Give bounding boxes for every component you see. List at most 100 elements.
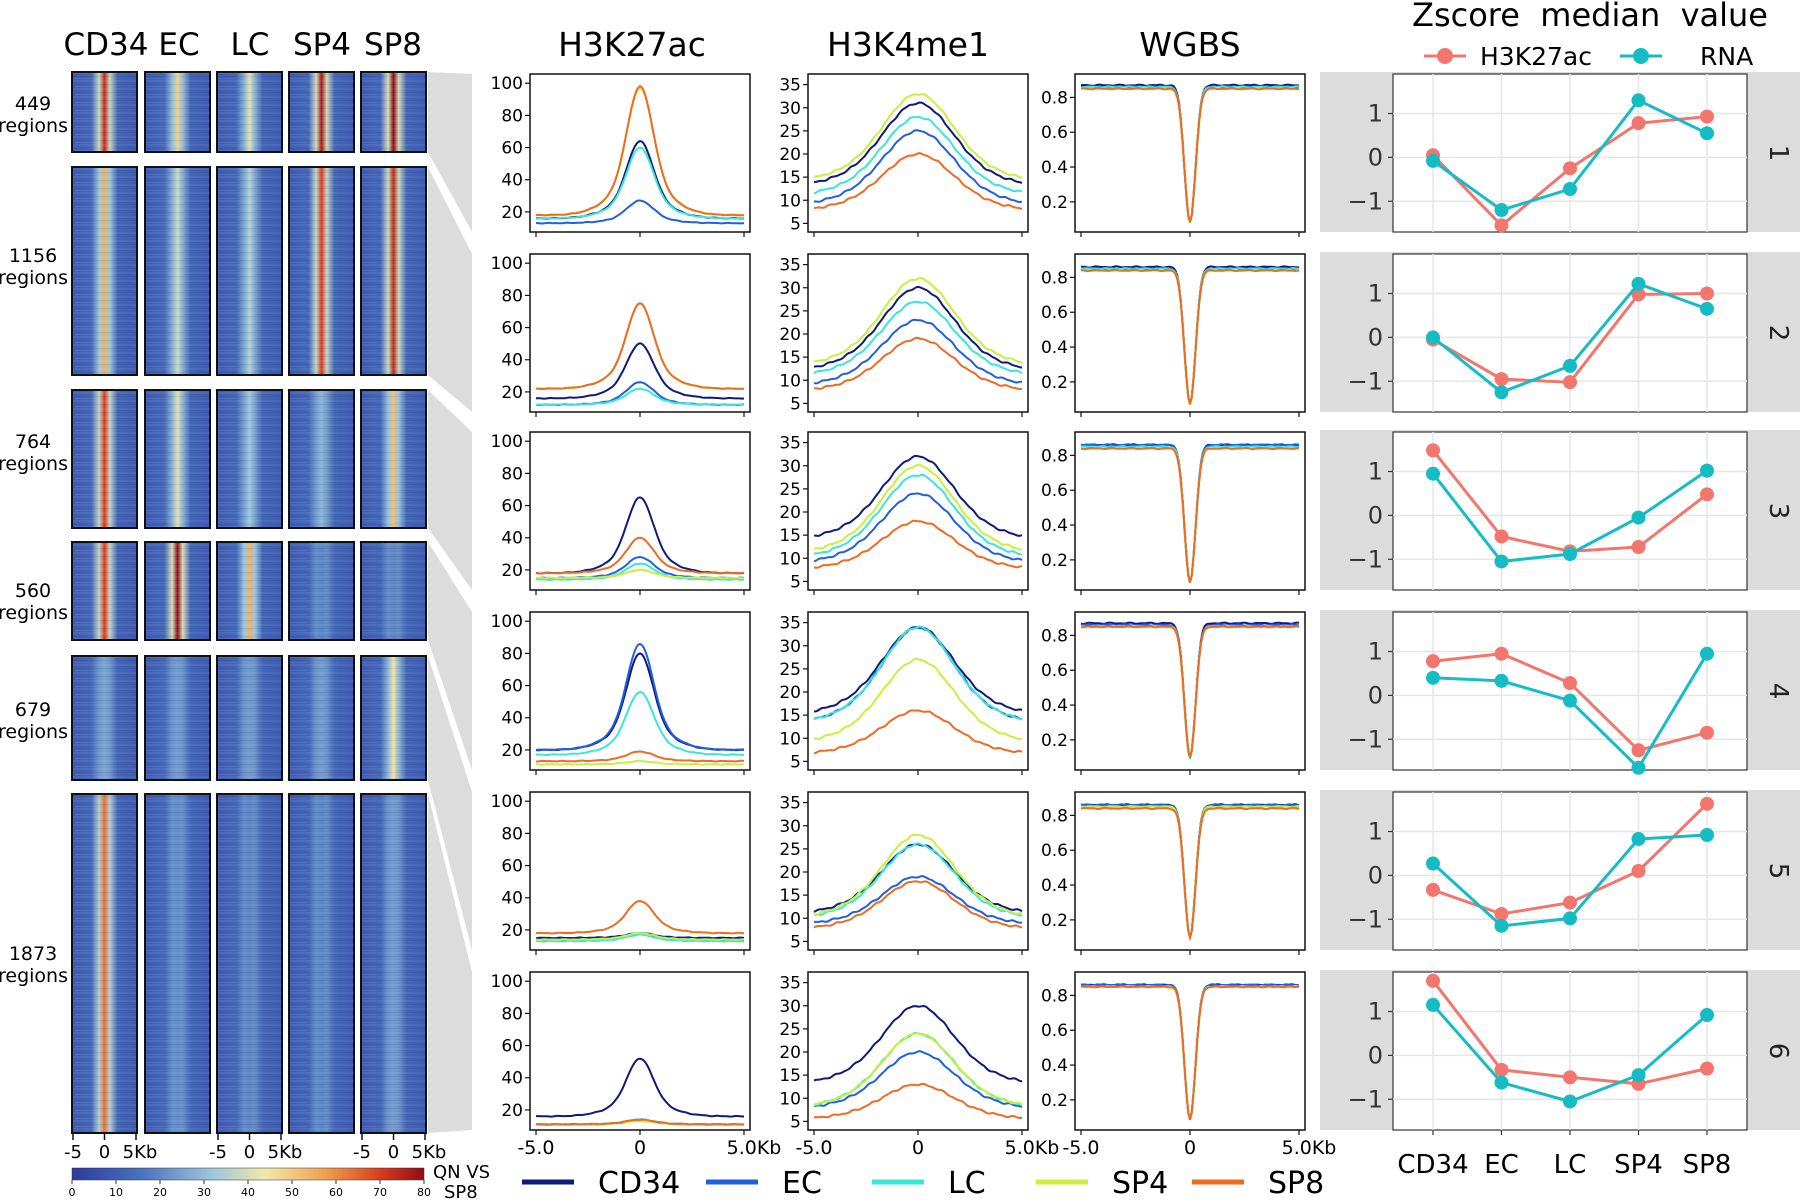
zscore-point-rna [1563, 358, 1577, 373]
heatmap-col-label-ec: EC [158, 27, 199, 63]
profile-y-tick-label: 10 [779, 549, 801, 569]
profile-y-tick-label: 0.4 [1041, 516, 1068, 536]
heatmap-cell-r3-lc [216, 389, 283, 529]
profile-frame [1074, 253, 1306, 413]
colorbar-label-line1: QN VS [433, 1162, 490, 1183]
heatmap-texture [72, 72, 137, 152]
profile-y-tick-label: 0.2 [1041, 551, 1068, 571]
heatmap-frame [71, 71, 138, 153]
profile-frame [807, 253, 1029, 413]
zscore-point-h3k27ac [1426, 973, 1440, 988]
legend-label: EC [782, 1166, 822, 1200]
profile-y-tick-label: 40 [501, 171, 523, 191]
profile-y-tick-label: 40 [501, 351, 523, 371]
zscore-point-h3k27ac [1494, 646, 1509, 661]
profile-line-ec [813, 1050, 1023, 1108]
heatmap-cell-r2-cd34 [71, 166, 138, 376]
zscore-point-rna [1494, 1075, 1509, 1090]
zscore-panel-label: 2 [1763, 325, 1793, 342]
profile-y-tick-label: 20 [779, 1043, 801, 1063]
zscore-point-h3k27ac [1563, 375, 1577, 390]
zscore-x-label-sp4: SP4 [1614, 1150, 1663, 1180]
zscore-point-h3k27ac [1494, 372, 1509, 387]
heatmap-cell-r6-sp4 [288, 793, 355, 1134]
profile-line-lc [536, 690, 745, 756]
zscore-point-h3k27ac [1631, 116, 1646, 131]
profile-frame [807, 431, 1029, 591]
profile-line-lc [536, 562, 745, 581]
profile-y-tick-label: 5 [790, 752, 801, 772]
heatmap-texture [289, 542, 354, 640]
zscore-point-h3k27ac [1426, 882, 1440, 897]
profile-line-sp4 [813, 1032, 1023, 1107]
profile-y-tick-label: 80 [501, 106, 523, 126]
colorbar-tick-label: 20 [153, 1186, 167, 1199]
profile-frame [1074, 73, 1306, 233]
zscore-y-tick-label: 1 [1368, 818, 1383, 846]
profile-y-tick-label: 60 [501, 857, 523, 877]
heatmap-texture [361, 656, 426, 780]
profile-line-sp4 [814, 657, 1023, 740]
heatmap-frame [216, 655, 283, 781]
zscore-point-h3k27ac [1631, 287, 1646, 302]
connector-wedge-4 [428, 542, 472, 770]
heatmap-row-count-5: 679 [15, 699, 51, 721]
heatmap-tick-label: -5 [64, 1142, 82, 1163]
heatmap-frame [144, 71, 211, 153]
zscore-panel-6: 1 0 −1 6 [1348, 971, 1793, 1131]
heatmap-tick-label: 5Kb [268, 1142, 303, 1163]
zscore-point-h3k27ac [1494, 218, 1509, 233]
heatmap-tick-label: -5 [209, 1142, 227, 1163]
profile-frame [529, 971, 751, 1131]
heatmap-texture [72, 794, 137, 1133]
h3k4me1-title: H3K4me1 [827, 25, 989, 64]
heatmap-texture [361, 542, 426, 640]
heatmap-frame [288, 71, 355, 153]
profile-y-tick-label: 0.6 [1041, 481, 1068, 501]
heatmap-texture [145, 542, 210, 640]
heatmap-row-count-3: 764 [15, 431, 51, 453]
heatmap-frame [144, 166, 211, 376]
heatmap-cell-r6-sp8 [360, 793, 427, 1134]
heatmap-cell-r1-ec [144, 71, 211, 153]
zscore-point-rna [1494, 918, 1509, 933]
zscore-y-tick-label: −1 [1348, 545, 1383, 573]
profile-panel-2-cluster-6: 5 10 15 20 25 30 35 -5.0 0 5.0Kb [779, 971, 1059, 1159]
heatmap-frame [144, 389, 211, 529]
heatmap-row-label-6: regions [0, 965, 68, 987]
zscore-panel-3: 1 0 −1 3 [1348, 431, 1793, 591]
profile-panel-2-cluster-5: 5 10 15 20 25 30 35 [779, 791, 1029, 955]
profile-y-tick-label: 30 [779, 457, 801, 477]
connector-wedge-6 [428, 794, 472, 1133]
heatmap-row-count-4: 560 [15, 580, 51, 602]
heatmap-texture [72, 167, 137, 375]
zscore-y-tick-label: 1 [1368, 998, 1383, 1026]
zscore-point-h3k27ac [1700, 1061, 1714, 1076]
profile-line-ec [813, 492, 1023, 563]
profile-panel-1-cluster-6: 20 40 60 80 100 -5.0 0 5.0Kb [491, 971, 781, 1159]
zscore-panel-4: 1 0 −1 4 [1348, 611, 1793, 775]
heatmap-cell-r4-cd34 [71, 541, 138, 641]
profile-y-tick-label: 35 [779, 76, 801, 96]
profile-x-tick-label: -5.0 [1062, 1137, 1099, 1159]
zscore-point-rna [1426, 997, 1440, 1012]
profile-panel-1-cluster-3: 20 40 60 80 100 [491, 431, 751, 595]
zscore-y-tick-label: −1 [1348, 1085, 1383, 1113]
profile-line-cd34 [536, 342, 745, 400]
heatmap-tick-label: 0 [244, 1142, 255, 1163]
profile-y-tick-label: 5 [790, 932, 801, 952]
heatmap-frame [360, 655, 427, 781]
profile-frame [807, 611, 1029, 771]
heatmap-x-ticks: -5 0 5Kb -5 0 5Kb -5 0 5Kb [64, 1133, 446, 1163]
profile-titles: H3K27ac H3K4me1 WGBS [558, 25, 1241, 64]
heatmap-row-labels: 449 regions 1156 regions 764 regions 560… [0, 93, 68, 987]
heatmap-cell-r5-sp8 [360, 655, 427, 781]
profile-panel-2-cluster-4: 5 10 15 20 25 30 35 [779, 611, 1029, 775]
profile-y-tick-label: 80 [501, 464, 523, 484]
profile-line-sp8 [535, 900, 745, 935]
profile-y-tick-label: 25 [779, 660, 801, 680]
zscore-point-rna [1426, 153, 1440, 168]
profile-panels: 2040608010020406080100204060801002040608… [491, 73, 1336, 1159]
colorbar-tick-label: 60 [329, 1186, 343, 1199]
